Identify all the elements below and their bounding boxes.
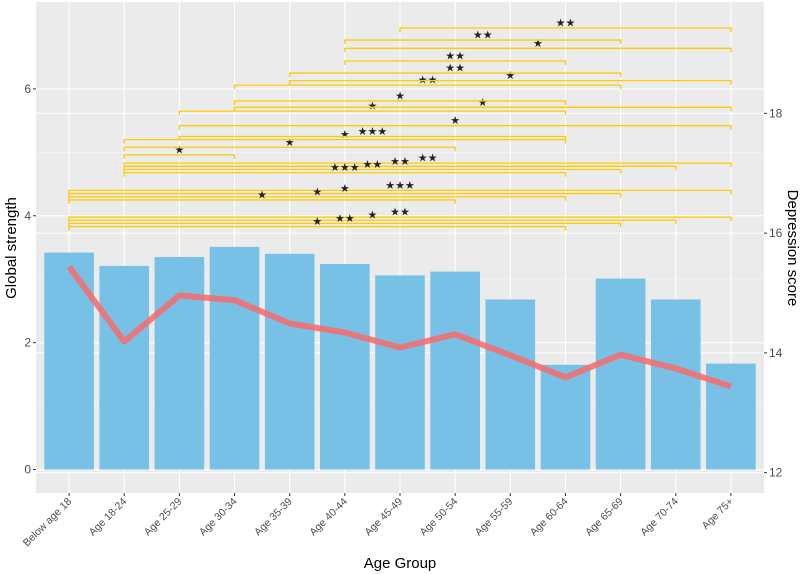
significance-label: ★★	[363, 158, 383, 171]
x-tick-label: Age 70-74	[638, 496, 681, 539]
significance-bracket	[68, 189, 732, 195]
significance-bracket	[123, 171, 567, 177]
significance-bracket	[178, 125, 732, 130]
significance-label: ★	[340, 128, 350, 141]
bar	[540, 364, 591, 470]
bar	[44, 252, 94, 470]
x-tick-label: Age 50-54	[418, 496, 461, 539]
significance-label: ★★	[418, 152, 438, 165]
y-tick-label: 6	[24, 82, 31, 96]
x-tick-label: Age 30-34	[197, 496, 240, 539]
significance-bracket	[123, 154, 236, 159]
x-tick-label: Age 25-29	[142, 496, 185, 539]
significance-label: ★★★	[330, 161, 360, 174]
y2-tick-label: 18	[769, 106, 783, 120]
significance-label: ★★	[335, 212, 355, 225]
bar	[99, 265, 150, 470]
x-tick-label: Age 65-69	[583, 496, 626, 539]
line-series	[66, 264, 732, 390]
significance-bracket	[344, 60, 567, 65]
significance-bracket	[123, 165, 677, 171]
significance-label: ★	[257, 188, 267, 201]
significance-label: ★★	[390, 155, 410, 168]
significance-label: ★	[285, 136, 295, 149]
x-tick-label: Age 35-39	[252, 496, 295, 539]
x-tick-label: Age 55-59	[473, 496, 516, 539]
significance-label: ★	[340, 182, 350, 195]
significance-bracket	[233, 106, 732, 112]
significance-label: ★	[312, 185, 322, 198]
significance-bracket	[123, 139, 567, 144]
y2-axis-title: Depression score	[784, 190, 801, 307]
y2-tick-label: 16	[769, 226, 783, 240]
significance-bracket	[68, 196, 567, 201]
significance-bracket	[233, 100, 567, 105]
significance-label: ★	[174, 143, 184, 156]
x-tick-label: Below age 18	[21, 496, 75, 550]
significance-label: ★	[533, 37, 543, 50]
significance-label: ★★	[390, 206, 410, 219]
significance-bracket	[344, 39, 622, 45]
significance-bracket	[68, 222, 622, 228]
right-axis-ticks: 12 14 16 18	[764, 106, 783, 480]
x-tick-label: Age 75+	[700, 496, 736, 532]
significance-bracket	[68, 192, 622, 198]
bar	[375, 275, 425, 470]
x-tick-label: Age 45-49	[362, 496, 405, 539]
left-axis-ticks: 0 2 4 6	[24, 82, 36, 477]
significance-bracket	[123, 162, 732, 168]
significance-label: ★	[450, 114, 460, 127]
significance-label: ★	[395, 89, 405, 102]
bar	[485, 299, 536, 470]
significance-label: ★	[367, 100, 377, 113]
significance-bracket	[178, 135, 567, 141]
significance-label: ★★	[556, 17, 576, 30]
significance-bracket	[123, 146, 456, 152]
significance-label: ★★★	[358, 125, 388, 138]
significance-bracket	[289, 80, 732, 85]
significance-label: ★★★	[385, 179, 415, 192]
bar	[650, 299, 701, 470]
y-tick-label: 4	[24, 209, 31, 223]
bar	[209, 246, 260, 470]
significance-bracket	[68, 225, 567, 231]
y2-tick-label: 12	[769, 466, 783, 480]
x-tick-label: Age 18-24	[87, 496, 130, 539]
bar	[154, 257, 205, 470]
significance-bracket	[68, 219, 677, 225]
significance-bracket	[68, 199, 456, 204]
y-tick-label: 0	[24, 463, 31, 477]
significance-bracket	[344, 47, 732, 53]
significance-label: ★★	[445, 49, 465, 62]
bar	[595, 278, 646, 470]
significance-brackets: ★★★★★★★★★★★★★★★★★★★★★★★★ ★★★★★ ★★★★ ★★★★★★★…	[68, 17, 732, 231]
bar	[320, 263, 370, 470]
x-tick-label: Age 40-44	[307, 496, 350, 539]
significance-label: ★★	[445, 62, 465, 75]
significance-label: ★★	[473, 29, 493, 42]
significance-bracket	[123, 168, 622, 174]
significance-bracket	[68, 216, 732, 222]
significance-label: ★	[312, 215, 322, 228]
significance-label: ★	[367, 209, 377, 222]
y-axis-title: Global strength	[3, 197, 20, 299]
significance-bracket	[289, 72, 622, 78]
significance-bracket	[399, 27, 732, 33]
y2-tick-label: 14	[769, 346, 783, 360]
bar-series	[44, 246, 756, 470]
x-tick-label: Age 60-64	[528, 496, 571, 539]
bar	[430, 271, 480, 470]
x-axis-ticks: Below age 18 Age 18-24 Age 25-29 Age 30-34 A…	[21, 493, 736, 549]
bar	[264, 253, 315, 470]
significance-label: ★	[478, 96, 488, 109]
y-tick-label: 2	[24, 336, 31, 350]
significance-label: ★	[505, 69, 515, 82]
depression-line	[66, 264, 732, 390]
significance-bracket	[233, 84, 622, 90]
x-axis-title: Age Group	[364, 555, 437, 572]
significance-bracket	[178, 110, 567, 116]
